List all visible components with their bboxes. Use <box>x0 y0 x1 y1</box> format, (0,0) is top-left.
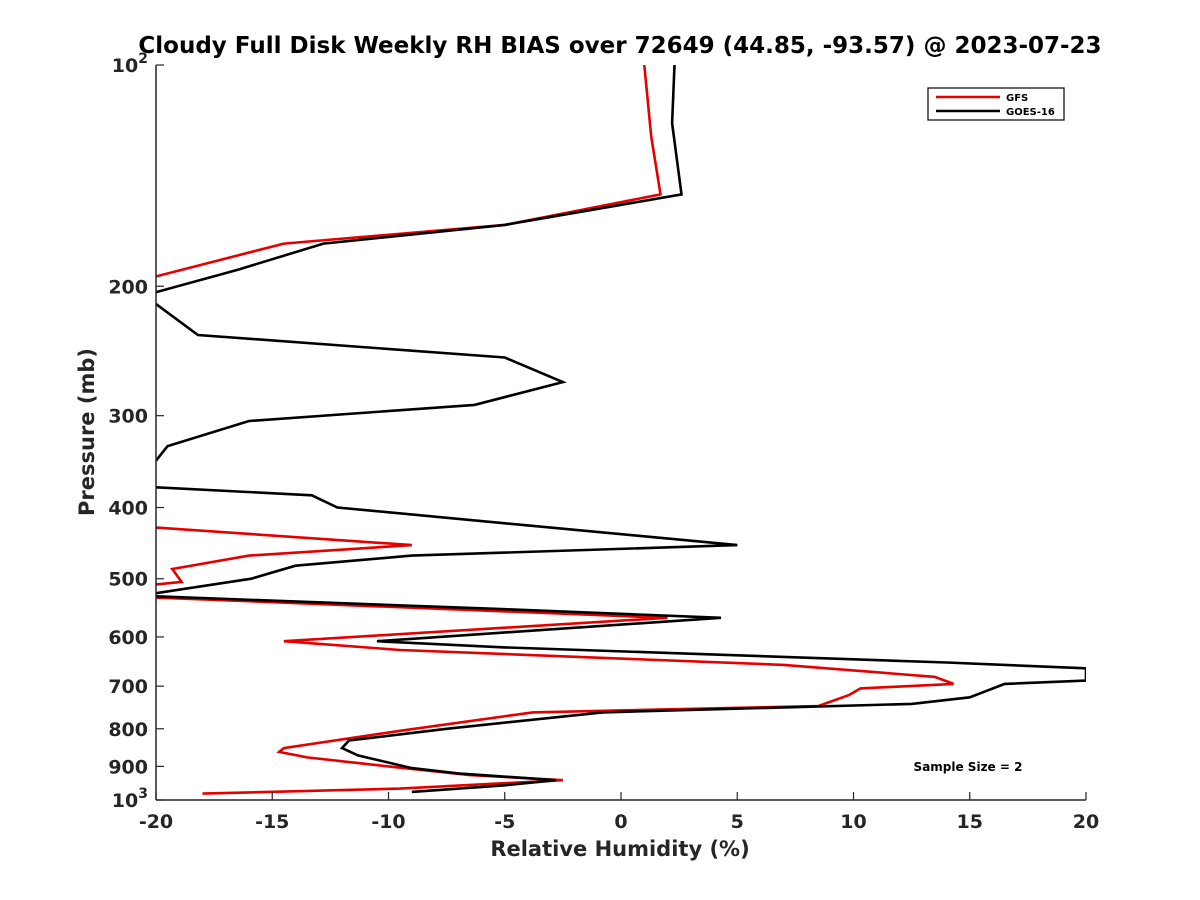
y-tick-label: 800 <box>108 719 148 741</box>
series-line-goes-16-segment-3 <box>156 485 738 595</box>
y-axis-label: Pressure (mb) <box>75 348 99 516</box>
y-tick-label: 500 <box>108 569 148 591</box>
series-line-goes-16-segment-4 <box>156 595 1086 794</box>
x-tick-label: -5 <box>494 811 515 833</box>
x-axis-ticks: -20 -15 -10 -5 0 5 10 15 20 <box>139 792 1099 833</box>
series-line-gfs-segment-2 <box>156 526 412 586</box>
y-axis-ticks: 102 200 300 400 500 600 700 800 900 103 <box>108 51 164 812</box>
y-tick-label: 103 <box>112 786 148 812</box>
series-line-goes-16-segment-1 <box>156 64 683 294</box>
x-tick-label: 5 <box>731 811 744 833</box>
x-tick-label: 15 <box>957 811 983 833</box>
axes <box>155 65 1086 801</box>
chart-title: Cloudy Full Disk Weekly RH BIAS over 726… <box>138 33 1101 59</box>
y-tick-label: 200 <box>108 276 148 298</box>
legend: GFS GOES-16 <box>927 87 1065 121</box>
x-tick-label: 0 <box>614 811 627 833</box>
y-tick-label: 900 <box>108 756 148 778</box>
y-tick-label: 700 <box>108 676 148 698</box>
series-line-goes-16-segment-2 <box>156 302 567 463</box>
sample-size-annotation: Sample Size = 2 <box>914 760 1023 774</box>
y-tick-label: 300 <box>108 406 148 428</box>
legend-label-goes-16: GOES-16 <box>1006 107 1055 118</box>
x-tick-label: -20 <box>139 811 173 833</box>
series-line-gfs-segment-1 <box>156 64 662 278</box>
x-tick-label: 10 <box>840 811 866 833</box>
x-tick-label: 20 <box>1073 811 1099 833</box>
x-axis-label: Relative Humidity (%) <box>490 837 749 861</box>
x-tick-label: -15 <box>255 811 289 833</box>
series-line-gfs-segment-3 <box>156 596 954 795</box>
y-tick-label: 102 <box>112 51 148 77</box>
series-layer <box>156 64 1086 795</box>
y-tick-label: 600 <box>108 627 148 649</box>
legend-box <box>927 87 1065 121</box>
y-tick-label: 400 <box>108 498 148 520</box>
legend-label-gfs: GFS <box>1006 93 1028 104</box>
x-tick-label: -10 <box>371 811 405 833</box>
